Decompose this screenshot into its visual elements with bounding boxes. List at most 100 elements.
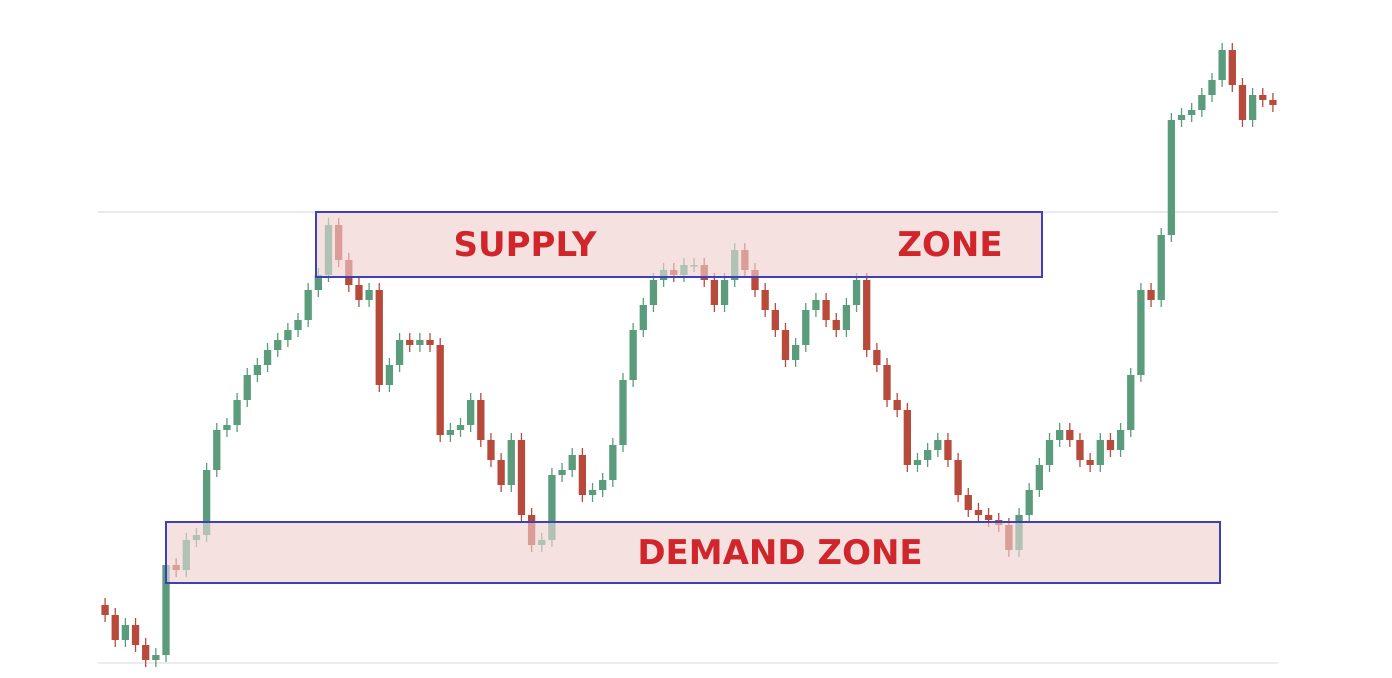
candle-body bbox=[395, 340, 404, 365]
candle-body bbox=[761, 290, 769, 310]
candle-body bbox=[121, 625, 130, 640]
candle-body bbox=[436, 345, 444, 435]
candle-body bbox=[944, 440, 952, 460]
candle-body bbox=[548, 475, 556, 540]
zone-label: ZONE bbox=[897, 225, 1002, 265]
candle-body bbox=[467, 400, 475, 425]
candle-body bbox=[568, 455, 576, 470]
candle-body bbox=[284, 330, 292, 340]
candle-body bbox=[923, 450, 932, 460]
candle-body bbox=[497, 460, 505, 485]
candle-body bbox=[152, 655, 160, 660]
candle-body bbox=[1045, 440, 1054, 465]
candle-body bbox=[609, 445, 617, 480]
candle-body bbox=[934, 440, 942, 450]
candle-body bbox=[1056, 430, 1064, 440]
candle-body bbox=[1076, 440, 1084, 460]
candle-body bbox=[304, 290, 312, 320]
candle-body bbox=[588, 490, 597, 495]
candle-body bbox=[720, 280, 729, 305]
zone-overlays: SUPPLY ZONE DEMAND ZONE bbox=[165, 211, 1221, 584]
candle-body bbox=[812, 300, 820, 310]
candle-body bbox=[274, 340, 282, 350]
candle-body bbox=[1157, 235, 1165, 300]
candle-body bbox=[639, 305, 647, 330]
candle-body bbox=[223, 425, 231, 430]
candle-body bbox=[599, 480, 607, 490]
candle-body bbox=[649, 280, 658, 305]
candle-body bbox=[1116, 430, 1125, 450]
candle-body bbox=[162, 565, 170, 655]
candle-body bbox=[507, 440, 515, 485]
candle-body bbox=[365, 290, 373, 300]
zone-label: DEMAND ZONE bbox=[637, 533, 922, 573]
candle-body bbox=[314, 275, 322, 290]
candle-body bbox=[1198, 95, 1206, 110]
candle-body bbox=[294, 320, 302, 330]
candle-body bbox=[629, 330, 637, 380]
candle-body bbox=[1208, 80, 1216, 95]
candle-body bbox=[456, 425, 465, 430]
candle-body bbox=[233, 400, 241, 425]
candle-body bbox=[751, 270, 759, 290]
candle-body bbox=[984, 515, 993, 520]
candle-body bbox=[1025, 490, 1033, 515]
candle-body bbox=[873, 350, 881, 365]
candle-body bbox=[213, 430, 221, 470]
candle-body bbox=[863, 280, 871, 350]
candle-body bbox=[406, 340, 414, 345]
candle-body bbox=[883, 365, 891, 400]
candle-body bbox=[1248, 95, 1257, 120]
candle-body bbox=[1096, 440, 1104, 465]
candle-body bbox=[263, 350, 272, 365]
candle-body bbox=[954, 460, 962, 495]
candle-body bbox=[1238, 85, 1247, 120]
candle-body bbox=[558, 470, 566, 475]
candle-body bbox=[426, 340, 434, 345]
candle-body bbox=[375, 290, 383, 385]
candle-body bbox=[964, 495, 972, 510]
candle-body bbox=[477, 400, 485, 440]
candle-body bbox=[619, 380, 627, 445]
candle-body bbox=[253, 365, 262, 375]
candle-body bbox=[1259, 95, 1267, 100]
candle-body bbox=[802, 310, 810, 345]
candle-body bbox=[385, 365, 394, 385]
candle-body bbox=[893, 400, 901, 410]
candle-body bbox=[791, 345, 800, 360]
candle-body bbox=[1137, 290, 1145, 375]
zone-box bbox=[165, 521, 1221, 584]
candle-body bbox=[1177, 115, 1186, 120]
candle-body bbox=[832, 320, 840, 330]
zone-label: SUPPLY bbox=[454, 225, 597, 265]
candle-body bbox=[142, 645, 150, 660]
candle-body bbox=[1167, 120, 1176, 235]
candle-body bbox=[202, 470, 211, 535]
candle-body bbox=[974, 510, 983, 515]
candle-body bbox=[1218, 50, 1226, 80]
candle-body bbox=[517, 440, 526, 515]
candle-body bbox=[131, 625, 140, 645]
candle-body bbox=[771, 310, 779, 330]
candle-body bbox=[822, 300, 830, 320]
candle-body bbox=[243, 375, 251, 400]
candle-body bbox=[1188, 110, 1196, 115]
candle-body bbox=[913, 460, 922, 465]
candle-body bbox=[487, 440, 495, 460]
candle-body bbox=[1147, 290, 1155, 300]
candle-body bbox=[355, 285, 363, 300]
candle-body bbox=[446, 430, 455, 435]
candle-body bbox=[1127, 375, 1135, 430]
candle-body bbox=[852, 280, 861, 305]
candle-body bbox=[903, 410, 911, 465]
candle-body bbox=[101, 605, 109, 615]
candle-body bbox=[781, 330, 790, 360]
candle-body bbox=[1106, 440, 1115, 450]
candle-body bbox=[710, 280, 719, 305]
candle-body bbox=[1066, 430, 1074, 440]
candle-body bbox=[416, 340, 424, 345]
candle-body bbox=[842, 305, 851, 330]
candle-body bbox=[1035, 465, 1044, 490]
candle-body bbox=[1269, 100, 1277, 105]
